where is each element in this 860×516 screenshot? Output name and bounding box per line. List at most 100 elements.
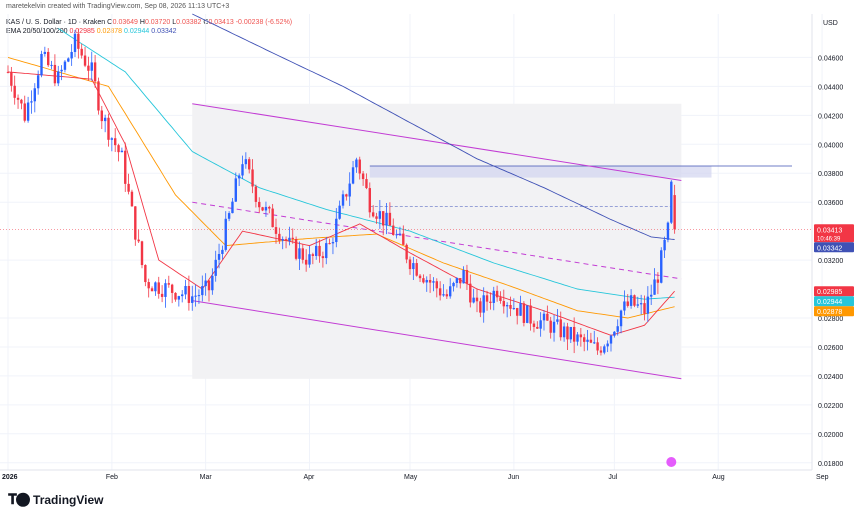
ema20-line (7, 71, 675, 336)
candle-body (438, 288, 442, 296)
candle-body (656, 279, 660, 283)
candle-body (542, 313, 546, 321)
candle-body (402, 233, 405, 245)
candle-body (432, 281, 435, 283)
candle-body (603, 346, 606, 353)
y-tick-label: 0.03800 (818, 171, 843, 178)
candle-body (50, 64, 53, 66)
candle-body (325, 243, 328, 259)
candle-body (593, 342, 596, 344)
candle-body (221, 249, 224, 254)
candle-body (639, 303, 643, 305)
candle-body (509, 305, 512, 309)
candle-body (636, 304, 639, 306)
ema200-value: 0.03342 (151, 28, 177, 35)
candle-body (261, 207, 264, 211)
candle-body (666, 222, 670, 240)
candle-body (576, 334, 579, 342)
candle-body (278, 233, 281, 241)
candle-body (237, 175, 241, 179)
candle-body (231, 201, 234, 214)
candle-body (529, 305, 532, 324)
candle-body (452, 282, 455, 287)
candle-body (562, 326, 566, 338)
ema-legend-label: EMA 20/50/100/200 (6, 28, 68, 35)
candle-body (462, 270, 465, 284)
tradingview-logo[interactable]: 𝐓⬤ TradingView (8, 491, 104, 508)
candle-body (361, 173, 365, 180)
candle-body (345, 194, 348, 197)
candle-body (559, 319, 562, 338)
candle-body (304, 259, 308, 265)
candle-body (435, 281, 438, 289)
candle-body (291, 237, 294, 239)
candle-body (599, 350, 603, 353)
candle-body (505, 305, 509, 307)
candle-body (144, 265, 147, 283)
candle-body (191, 296, 194, 303)
candle-body (93, 62, 97, 82)
ema-legend[interactable]: EMA 20/50/100/200 0.02985 0.02878 0.0294… (6, 28, 177, 35)
candle-body (569, 326, 572, 340)
candle-body (137, 239, 140, 242)
ema200-line (192, 13, 675, 240)
candle-body (177, 296, 181, 300)
candle-body (398, 233, 402, 235)
candle-body (120, 150, 124, 153)
ohlc-low: 0.03382 (176, 19, 202, 26)
candle-body (609, 335, 613, 344)
symbol-name[interactable]: KAS / U. S. Dollar · 1D · Kraken (6, 19, 106, 26)
candle-body (284, 239, 288, 241)
candle-body (30, 101, 33, 103)
candle-body (358, 159, 361, 174)
candle-body (83, 55, 87, 66)
candle-body (495, 290, 499, 298)
candle-body (80, 48, 83, 56)
candle-body (539, 320, 542, 329)
candle-body (428, 279, 432, 283)
candle-body (485, 295, 489, 302)
price-badge-countdown: 10:46:39 (817, 236, 841, 242)
candle-body (449, 286, 452, 297)
candle-body (522, 303, 526, 323)
candle-body (13, 85, 16, 98)
channel-lower-line (192, 300, 682, 380)
price-badge-text: 0.02985 (817, 289, 842, 296)
candle-body (197, 295, 201, 297)
y-tick-label: 0.04000 (818, 142, 843, 149)
candle-body (315, 245, 318, 256)
candle-body (244, 159, 248, 165)
y-tick-label: 0.04600 (818, 55, 843, 62)
candle-body (455, 278, 459, 283)
candle-body (73, 33, 77, 52)
ohlc-high-label: H (139, 19, 145, 26)
candle-body (629, 295, 633, 306)
candle-body (341, 194, 345, 206)
candle-body (355, 159, 358, 168)
price-badge-ema50 (814, 306, 854, 317)
ema50-value: 0.02878 (96, 28, 123, 35)
candle-body (217, 253, 221, 260)
candle-body (583, 337, 586, 342)
price-badge-ema100 (814, 296, 854, 307)
candle-body (365, 179, 368, 189)
candle-body (150, 288, 154, 292)
candle-body (619, 310, 623, 327)
candle-body (40, 53, 43, 76)
candle-body (268, 206, 271, 209)
candle-body (318, 245, 321, 257)
price-badge-ema200 (814, 242, 854, 253)
candle-body (264, 206, 268, 211)
candle-body (134, 206, 137, 240)
candle-body (60, 69, 63, 72)
candle-body (465, 270, 469, 284)
candle-body (331, 242, 335, 244)
tradingview-logo-text: TradingView (33, 492, 104, 507)
price-badge-text: 0.03413 (817, 227, 842, 234)
candle-body (214, 259, 217, 276)
candle-body (579, 334, 583, 338)
candle-body (298, 248, 301, 259)
candle-body (271, 208, 274, 228)
candle-body (241, 164, 244, 176)
